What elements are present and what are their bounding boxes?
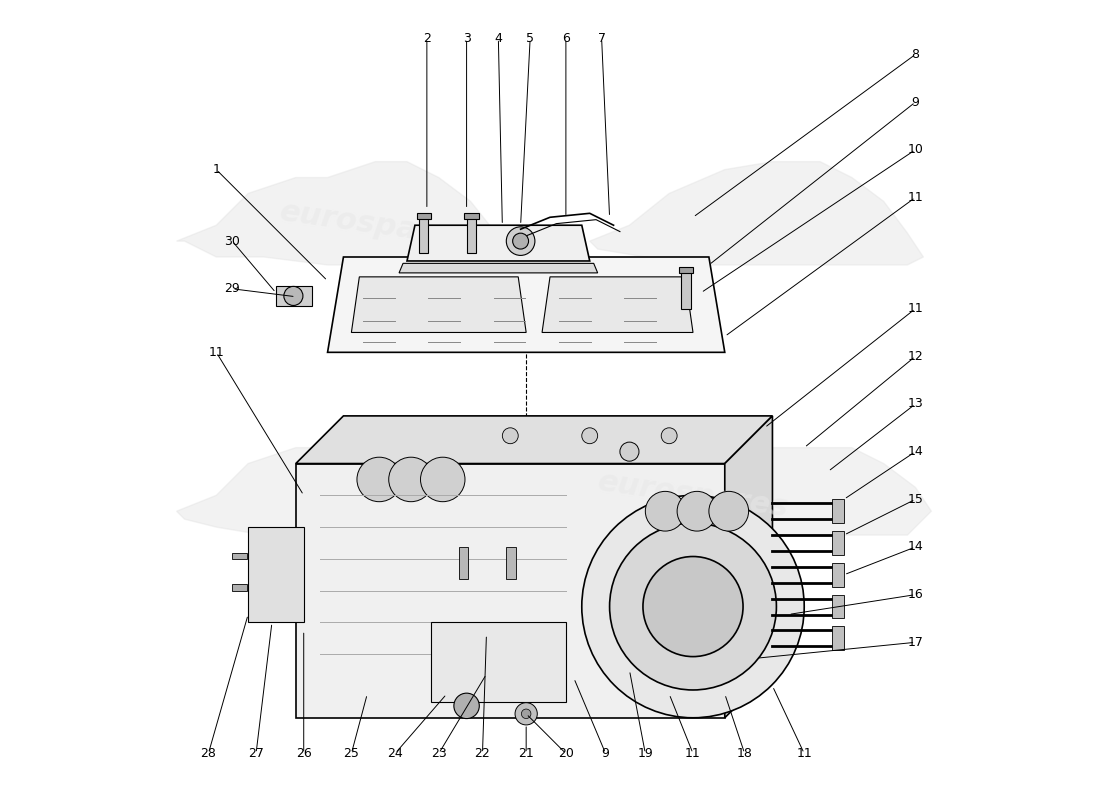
Circle shape <box>513 233 529 249</box>
Bar <box>459 547 469 578</box>
Circle shape <box>708 491 749 531</box>
Circle shape <box>678 491 717 531</box>
Bar <box>276 286 311 306</box>
Text: 13: 13 <box>908 398 923 410</box>
Bar <box>679 266 693 273</box>
Bar <box>832 499 844 523</box>
Bar <box>506 547 516 578</box>
Bar <box>419 218 429 253</box>
Text: 10: 10 <box>908 143 923 156</box>
Circle shape <box>646 491 685 531</box>
Bar <box>232 584 246 590</box>
Text: 22: 22 <box>474 747 491 760</box>
Text: 11: 11 <box>685 747 701 760</box>
Text: 27: 27 <box>249 747 264 760</box>
Circle shape <box>503 428 518 444</box>
Polygon shape <box>351 277 526 333</box>
Text: 2: 2 <box>422 32 431 45</box>
Bar <box>832 563 844 586</box>
Text: 14: 14 <box>908 541 923 554</box>
Text: 21: 21 <box>518 747 534 760</box>
Polygon shape <box>177 432 439 535</box>
Text: 3: 3 <box>463 32 471 45</box>
Text: 14: 14 <box>908 445 923 458</box>
Circle shape <box>284 286 302 306</box>
Text: 29: 29 <box>224 282 240 295</box>
Text: 11: 11 <box>209 346 224 359</box>
Circle shape <box>582 495 804 718</box>
Text: 9: 9 <box>602 747 609 760</box>
Text: 28: 28 <box>200 747 217 760</box>
Circle shape <box>388 457 433 502</box>
Polygon shape <box>177 162 503 265</box>
Text: 1: 1 <box>212 163 220 176</box>
Text: 18: 18 <box>737 747 752 760</box>
Text: 24: 24 <box>387 747 403 760</box>
Text: 25: 25 <box>343 747 360 760</box>
Text: 5: 5 <box>526 32 535 45</box>
Polygon shape <box>597 448 932 535</box>
Text: 9: 9 <box>912 95 920 109</box>
Polygon shape <box>431 622 565 702</box>
Text: eurospares: eurospares <box>595 467 791 523</box>
Bar <box>464 213 478 219</box>
Circle shape <box>609 523 777 690</box>
Circle shape <box>420 457 465 502</box>
Bar <box>832 594 844 618</box>
Text: eurospares: eurospares <box>278 198 473 253</box>
Bar <box>832 531 844 555</box>
Circle shape <box>620 442 639 461</box>
Text: 11: 11 <box>908 302 923 315</box>
Polygon shape <box>399 263 597 273</box>
Polygon shape <box>296 416 772 463</box>
Circle shape <box>521 709 531 718</box>
Polygon shape <box>296 463 725 718</box>
Text: 30: 30 <box>224 234 240 248</box>
Polygon shape <box>407 226 590 261</box>
Text: 8: 8 <box>912 48 920 61</box>
Circle shape <box>661 428 678 444</box>
Text: 23: 23 <box>431 747 447 760</box>
Text: 17: 17 <box>908 636 923 649</box>
Bar <box>681 270 691 309</box>
Polygon shape <box>328 257 725 352</box>
Bar <box>466 218 476 253</box>
Text: 4: 4 <box>494 32 503 45</box>
Polygon shape <box>249 527 304 622</box>
Polygon shape <box>542 277 693 333</box>
Text: 11: 11 <box>908 191 923 204</box>
Text: 11: 11 <box>796 747 812 760</box>
Polygon shape <box>725 416 772 718</box>
Circle shape <box>582 428 597 444</box>
Circle shape <box>506 227 535 255</box>
Polygon shape <box>590 162 923 265</box>
Circle shape <box>515 702 537 725</box>
Circle shape <box>356 457 402 502</box>
Text: 20: 20 <box>558 747 574 760</box>
Text: 26: 26 <box>296 747 311 760</box>
Text: 7: 7 <box>597 32 606 45</box>
Bar <box>232 553 246 559</box>
Bar <box>832 626 844 650</box>
Text: 15: 15 <box>908 493 923 506</box>
Text: 6: 6 <box>562 32 570 45</box>
Bar <box>417 213 431 219</box>
Circle shape <box>642 557 744 657</box>
Text: 16: 16 <box>908 588 923 601</box>
Text: 19: 19 <box>638 747 653 760</box>
Text: 12: 12 <box>908 350 923 363</box>
Circle shape <box>454 693 480 718</box>
